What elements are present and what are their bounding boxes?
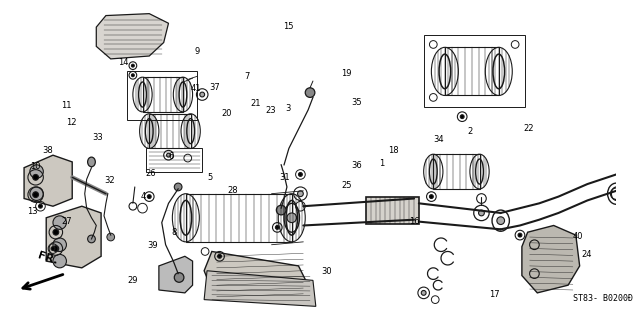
Text: 31: 31 [280,173,290,182]
Text: 34: 34 [433,134,444,144]
Bar [149,114,191,148]
Circle shape [298,191,303,196]
Text: 12: 12 [66,118,76,127]
Circle shape [218,254,221,258]
Text: 37: 37 [209,83,220,92]
Bar [445,47,499,95]
Polygon shape [204,271,316,306]
Circle shape [497,217,504,225]
Circle shape [131,64,134,67]
Text: 28: 28 [228,186,238,195]
Text: 2: 2 [467,127,472,136]
Text: 30: 30 [321,267,332,276]
Circle shape [53,216,67,229]
Text: 3: 3 [285,104,291,113]
Polygon shape [522,226,580,293]
Text: 1: 1 [380,159,385,168]
Text: 39: 39 [147,241,158,250]
Circle shape [200,92,205,97]
Text: 9: 9 [195,47,200,56]
Circle shape [479,210,484,216]
Circle shape [275,226,279,229]
Text: 10: 10 [31,162,41,171]
Circle shape [53,238,67,252]
Text: 32: 32 [104,176,115,186]
Circle shape [107,233,115,241]
Text: 25: 25 [341,181,351,190]
Polygon shape [204,252,308,304]
Text: 11: 11 [61,101,72,110]
Circle shape [460,115,464,119]
Text: 18: 18 [388,146,399,155]
Circle shape [174,183,182,191]
Text: 26: 26 [146,169,156,178]
Circle shape [147,195,151,198]
Circle shape [88,235,95,243]
Text: 38: 38 [43,146,54,155]
Polygon shape [24,155,72,206]
Polygon shape [46,206,101,268]
Circle shape [30,187,44,200]
Circle shape [33,192,38,197]
Circle shape [38,204,42,208]
Text: 15: 15 [283,22,294,31]
Text: 6: 6 [168,152,174,161]
Text: 41: 41 [191,84,201,93]
Text: 19: 19 [341,68,351,78]
Circle shape [53,254,67,268]
Circle shape [53,246,59,252]
Text: 16: 16 [409,217,419,226]
Circle shape [51,247,55,251]
Text: 33: 33 [92,133,103,142]
Polygon shape [96,14,168,59]
Text: 23: 23 [266,106,276,115]
Text: ST83- B0200Ð: ST83- B0200Ð [573,293,633,302]
Text: 22: 22 [524,124,534,133]
Bar [143,77,183,112]
Text: 35: 35 [351,98,362,107]
Text: 7: 7 [244,72,249,81]
Text: 29: 29 [127,276,138,285]
Circle shape [131,74,134,77]
Text: 4: 4 [141,192,146,201]
Circle shape [518,233,522,237]
Ellipse shape [305,88,315,97]
Text: 8: 8 [172,228,177,237]
Text: 27: 27 [61,217,72,226]
Circle shape [33,174,38,180]
Bar [186,194,292,242]
Circle shape [429,195,433,198]
Text: 14: 14 [118,59,129,68]
Text: 13: 13 [27,207,37,216]
Bar [366,196,419,224]
Circle shape [421,291,426,295]
Circle shape [276,205,286,215]
Text: 40: 40 [573,232,583,241]
Circle shape [166,153,170,157]
Circle shape [298,172,302,176]
Polygon shape [159,256,193,293]
Text: 20: 20 [221,109,232,118]
Text: 36: 36 [351,161,362,170]
Text: FR.: FR. [37,250,60,266]
Bar [433,154,479,189]
Circle shape [53,229,59,235]
Text: 5: 5 [207,173,212,182]
Circle shape [287,213,296,223]
Text: 24: 24 [581,251,592,260]
Text: 17: 17 [489,291,500,300]
Text: 21: 21 [250,100,261,108]
Ellipse shape [88,157,95,167]
Circle shape [174,273,184,282]
Circle shape [30,165,44,178]
